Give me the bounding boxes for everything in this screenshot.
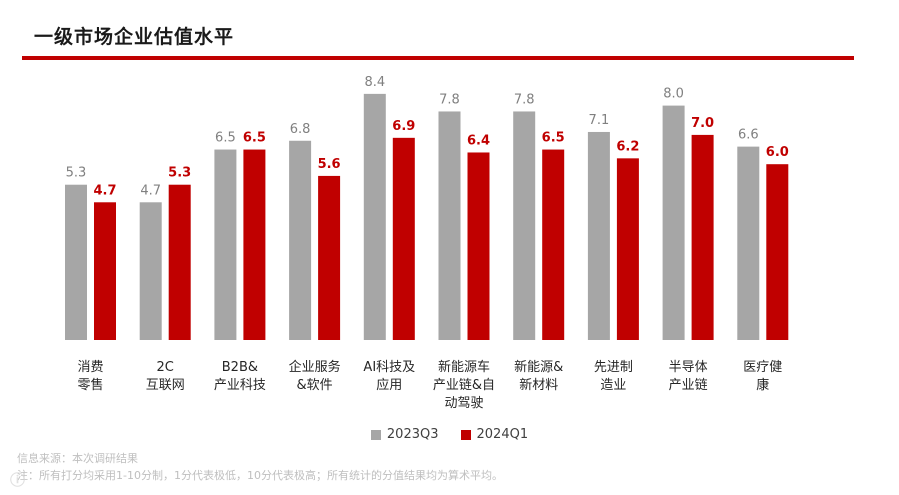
legend-label-2024q1: 2024Q1 <box>476 427 529 442</box>
legend: 2023Q3 2024Q1 <box>0 427 899 442</box>
bar-2024q1-1 <box>168 184 191 340</box>
bar-2024q1-2 <box>243 149 266 340</box>
data-label-2023q3-0: 5.3 <box>66 166 87 181</box>
bar-2024q1-4 <box>392 137 415 340</box>
bar-chart: 5.3 4.7 消费零售 4.7 5.3 2C 互联网 6.5 6.5 B2B&产业科技 6.8 5.… <box>65 75 789 411</box>
data-label-2024q1-1: 5.3 <box>168 166 191 181</box>
data-label-2023q3-3: 6.8 <box>290 122 311 137</box>
data-label-2023q3-5: 7.8 <box>439 92 460 107</box>
data-label-2024q1-3: 5.6 <box>318 157 341 172</box>
category-label-5: 新能源车产业链&自动驾驶 <box>433 359 495 411</box>
data-label-2023q3-9: 6.6 <box>738 128 759 143</box>
note-text: 注：所有打分均采用1-10分制，1分代表极低，10分代表极高；所有统计的分值结果… <box>17 469 503 482</box>
data-label-2024q1-5: 6.4 <box>467 133 490 148</box>
source-text: 信息来源：本次调研结果 <box>17 452 138 465</box>
data-label-2024q1-7: 6.2 <box>616 139 639 154</box>
bar-2023q3-5 <box>438 111 461 341</box>
bar-2023q3-3 <box>289 140 312 340</box>
bar-2024q1-6 <box>542 149 565 340</box>
data-label-2023q3-1: 4.7 <box>140 183 161 198</box>
legend-item-2024q1: 2024Q1 <box>460 427 529 442</box>
data-label-2023q3-4: 8.4 <box>364 75 385 90</box>
watermark-logo: ⓘ <box>10 471 27 489</box>
category-label-4: AI科技及应用 <box>363 360 415 393</box>
bar-2024q1-9 <box>766 164 789 340</box>
bar-2024q1-0 <box>94 202 116 340</box>
category-label-1: 2C 互联网 <box>146 360 185 393</box>
legend-item-2023q3: 2023Q3 <box>370 427 439 442</box>
category-label-3: 企业服务&软件 <box>289 359 341 393</box>
bar-2024q1-3 <box>318 175 341 340</box>
bar-2023q3-9 <box>737 146 760 340</box>
bar-2023q3-7 <box>587 131 610 340</box>
bar-2024q1-8 <box>691 134 714 340</box>
data-label-2023q3-2: 6.5 <box>215 131 236 146</box>
data-label-2024q1-9: 6.0 <box>766 145 789 160</box>
data-label-2024q1-2: 6.5 <box>243 131 266 146</box>
data-label-2024q1-4: 6.9 <box>392 119 415 134</box>
data-label-2023q3-7: 7.1 <box>589 113 610 128</box>
bar-2023q3-4 <box>363 93 386 340</box>
bar-2023q3-1 <box>139 202 162 340</box>
category-label-2: B2B&产业科技 <box>214 360 266 393</box>
data-label-2024q1-0: 4.7 <box>93 183 116 198</box>
data-label-2024q1-6: 6.5 <box>542 131 565 146</box>
category-label-8: 半导体产业链 <box>669 360 708 393</box>
category-label-6: 新能源&新材料 <box>514 359 563 393</box>
chart-title: 一级市场企业估值水平 <box>34 26 235 48</box>
bar-2024q1-7 <box>616 158 639 340</box>
category-label-9: 医疗健康 <box>743 360 782 393</box>
data-label-2023q3-8: 8.0 <box>663 87 684 102</box>
bar-2023q3-6 <box>513 111 536 341</box>
category-label-7: 先进制造业 <box>594 360 633 393</box>
title-divider <box>22 56 854 60</box>
legend-swatch-2023q3 <box>370 429 381 440</box>
data-label-2023q3-6: 7.8 <box>514 92 535 107</box>
legend-swatch-2024q1 <box>460 429 471 440</box>
bar-2023q3-0 <box>65 184 87 340</box>
bar-2023q3-2 <box>214 149 237 340</box>
bar-2023q3-8 <box>662 105 685 340</box>
bar-2024q1-5 <box>467 152 490 340</box>
category-label-0: 消费零售 <box>77 360 103 393</box>
legend-label-2023q3: 2023Q3 <box>386 427 439 442</box>
data-label-2024q1-8: 7.0 <box>691 116 714 131</box>
